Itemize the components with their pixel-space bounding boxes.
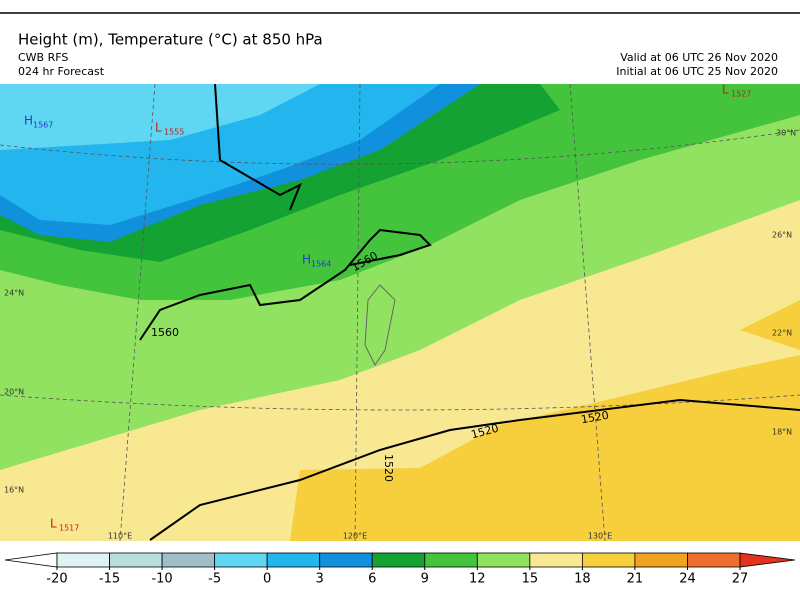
- colorbar-segment: [266, 552, 321, 568]
- lon-label: 110°E: [108, 532, 132, 541]
- contour-label: 1560: [151, 326, 179, 339]
- colorbar-arrow-low: [4, 552, 58, 568]
- contour-label: 1520: [580, 409, 610, 427]
- lat-label: 20°N: [4, 388, 24, 397]
- colorbar-tick-label: -15: [99, 572, 120, 587]
- model: CWB RFS: [18, 51, 68, 64]
- map: [0, 84, 800, 541]
- center-value: 1555: [164, 128, 184, 137]
- taiwan-outline: [364, 284, 396, 366]
- center-value: 1567: [33, 121, 53, 130]
- band-orange: [290, 300, 800, 541]
- lat-label: 26°N: [772, 231, 792, 240]
- colorbar-tick-label: -5: [208, 572, 221, 587]
- center-type: L: [50, 517, 57, 531]
- colorbar-tick-label: 21: [627, 572, 644, 587]
- contour-label: 1520: [382, 454, 395, 482]
- colorbar-segment: [476, 552, 531, 568]
- graticule: [0, 84, 800, 541]
- colorbar-tick-label: 24: [679, 572, 696, 587]
- title: Height (m), Temperature (°C) at 850 hPa: [18, 31, 323, 49]
- colorbar-tick-label: -20: [46, 572, 67, 587]
- colorbar-segment: [529, 552, 583, 568]
- valid-time: Valid at 06 UTC 26 Nov 2020: [620, 51, 778, 64]
- colorbar-segment: [581, 552, 636, 568]
- colorbar-tick-label: 9: [421, 572, 429, 587]
- colorbar-tick-label: -10: [151, 572, 172, 587]
- lat-label: 22°N: [772, 329, 792, 338]
- forecast: 024 hr Forecast: [18, 65, 105, 78]
- center-type: H: [24, 114, 33, 128]
- colorbar-segment: [687, 552, 741, 568]
- lon-label: 120°E: [343, 532, 367, 541]
- colorbar-tick-label: 27: [732, 572, 749, 587]
- lon-label: 130°E: [588, 532, 612, 541]
- colorbar: -20 -15 -10 -5 0 3 6 9 12 15 18 21 24 27: [4, 552, 796, 587]
- colorbar-tick-label: 15: [522, 572, 539, 587]
- center-type: L: [155, 121, 162, 135]
- initial-time: Initial at 06 UTC 25 Nov 2020: [616, 65, 778, 78]
- center-value: 1564: [311, 260, 331, 269]
- colorbar-tick-label: 3: [316, 572, 324, 587]
- lat-label: 16°N: [4, 486, 24, 495]
- colorbar-segment: [634, 552, 688, 568]
- center-value: 1527: [731, 90, 751, 99]
- colorbar-segment: [161, 552, 216, 568]
- colorbar-segment: [56, 552, 110, 568]
- center-type: L: [722, 83, 729, 97]
- colorbar-segment: [109, 552, 163, 568]
- lat-label: 18°N: [772, 428, 792, 437]
- lat-label: 24°N: [4, 289, 24, 298]
- contours: [139, 84, 800, 541]
- lat-label: 30°N: [776, 129, 796, 138]
- colorbar-tick-label: 12: [469, 572, 486, 587]
- band-light-blue: [0, 84, 320, 150]
- colorbar-segment: [214, 552, 268, 568]
- center-type: H: [302, 253, 311, 267]
- colorbar-segment: [371, 552, 426, 568]
- colorbar-tick-label: 18: [574, 572, 591, 587]
- colorbar-segment: [319, 552, 373, 568]
- center-value: 1517: [59, 524, 79, 533]
- colorbar-tick-label: 0: [263, 572, 271, 587]
- colorbar-segment: [424, 552, 478, 568]
- colorbar-arrow-high: [739, 552, 796, 568]
- colorbar-tick-label: 6: [368, 572, 376, 587]
